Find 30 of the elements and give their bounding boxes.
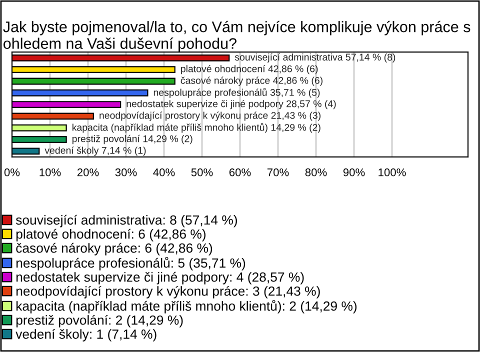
legend-label: nedostatek supervize či jiné podpory: 4 (28,57 %) [16, 272, 304, 284]
x-tick-label: 40% [153, 168, 175, 176]
legend-label: platové ohodnocení: 6 (42,86 %) [16, 228, 206, 242]
x-tick-label: 60% [229, 168, 251, 176]
x-tick-label: 10% [40, 168, 61, 176]
x-tick-label: 70% [267, 168, 289, 176]
legend-label: časové nároky práce: 6 (42,86 %) [16, 242, 212, 256]
x-tick-label: 20% [77, 168, 99, 176]
legend-label: související administrativa: 8 (57,14 %) [16, 214, 237, 228]
data-label: kapacita (například máte příliš mnoho klientů) 14,29 % (2) [72, 122, 320, 133]
legend-label: nespolupráce profesionálů: 5 (35,71 %) [16, 256, 246, 270]
data-label: nespolupráce profesionálů 35,71 % (5) [154, 88, 320, 98]
data-label: platové ohodnocení 42,86 % (6) [181, 64, 318, 74]
data-label: prestiž povolání 14,29 % (2) [72, 134, 192, 144]
legend-label: kapacita (například máte příliš mnoho klientů): 2 (14,29 %) [16, 300, 357, 314]
legend-label: neodpovídající prostory k výkonu práce: 3 (21,43 %) [16, 286, 320, 298]
data-label: neodpovídající prostory k výkonu práce 21,43 % (3) [100, 112, 320, 121]
data-label: časové nároky práce 42,86 % (6) [180, 76, 322, 86]
data-label: související administrativa 57,14 % (8) [234, 53, 396, 63]
data-label: vedení školy 7,14 % (1) [44, 146, 146, 156]
chart-title: Jak byste pojmenoval/la to, co Vám nejvíce komplikuje výkon práce s ohledem na Vaši duševní pohodu? [3, 20, 470, 52]
data-label: nedostatek supervize či jiné podpory 28,57 % (4) [126, 100, 336, 110]
x-tick-label: 0% [4, 168, 20, 176]
x-tick-label: 90% [343, 168, 365, 176]
x-tick-label: 30% [115, 168, 137, 176]
x-tick-label: 50% [191, 168, 213, 176]
x-tick-label: 80% [305, 168, 327, 176]
x-tick-label: 100% [378, 168, 406, 176]
legend-label: prestiž povolání: 2 (14,29 %) [16, 314, 183, 328]
legend-label: vedení školy: 1 (7,14 %) [16, 328, 156, 342]
